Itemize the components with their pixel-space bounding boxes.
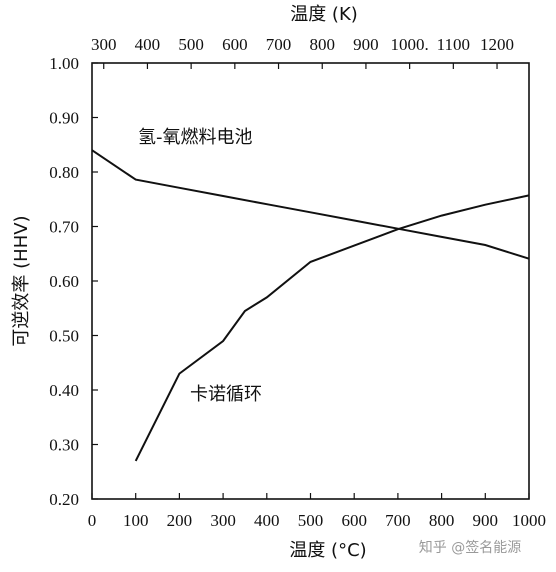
y-axis: 0.20 0.30 0.40 0.50 0.60 0.70 0.80 0.90 1.00 (49, 54, 98, 509)
top-tick-label: 1100 (437, 35, 470, 54)
top-tick-label: 600 (222, 35, 248, 54)
x-axis: 0 100 200 300 400 500 600 700 800 900 1000 (88, 493, 546, 530)
y-tick-label: 0.40 (49, 381, 79, 400)
x-tick-label: 900 (473, 511, 499, 530)
y-axis-title: 可逆效率 (HHV) (11, 215, 32, 346)
y-tick-label: 0.70 (49, 218, 79, 237)
y-tick-label: 1.00 (49, 54, 79, 73)
x-tick-label: 1000 (512, 511, 546, 530)
x-tick-label: 800 (429, 511, 455, 530)
x-tick-label: 200 (167, 511, 193, 530)
top-tick-label: 900 (353, 35, 379, 54)
watermark-text: 知乎 @签名能源 (419, 539, 521, 556)
top-tick-label: 800 (309, 35, 335, 54)
plot-frame (91, 62, 530, 500)
x-tick-label: 500 (298, 511, 324, 530)
top-tick-label: 300 (91, 35, 117, 54)
top-tick-label: 1200 (480, 35, 514, 54)
x-axis-title: 温度 (°C) (289, 540, 366, 561)
y-tick-label: 0.60 (49, 272, 79, 291)
x-tick-label: 700 (385, 511, 411, 530)
top-axis: 300 400 500 600 700 800 900 1000. 1100 1200 (91, 35, 514, 69)
fuel-cell-line (91, 149, 530, 260)
y-tick-label: 0.30 (49, 436, 79, 455)
series-label-carnot: 卡诺循环 (190, 384, 262, 405)
carnot-line (134, 194, 530, 462)
y-tick-label: 0.80 (49, 163, 79, 182)
x-tick-label: 300 (210, 511, 236, 530)
series-layer (91, 149, 530, 462)
x-tick-label: 600 (341, 511, 367, 530)
x-tick-label: 0 (88, 511, 97, 530)
top-tick-label: 700 (266, 35, 292, 54)
y-tick-label: 0.90 (49, 109, 79, 128)
top-tick-label: 400 (135, 35, 161, 54)
y-tick-label: 0.50 (49, 327, 79, 346)
top-tick-label: 500 (178, 35, 204, 54)
y-tick-label: 0.20 (49, 490, 79, 509)
series-label-fuel-cell: 氢-氧燃料电池 (138, 127, 253, 148)
x-tick-label: 400 (254, 511, 280, 530)
top-axis-title: 温度 (K) (290, 4, 358, 25)
x-tick-label: 100 (123, 511, 149, 530)
top-tick-label: 1000. (391, 35, 429, 54)
